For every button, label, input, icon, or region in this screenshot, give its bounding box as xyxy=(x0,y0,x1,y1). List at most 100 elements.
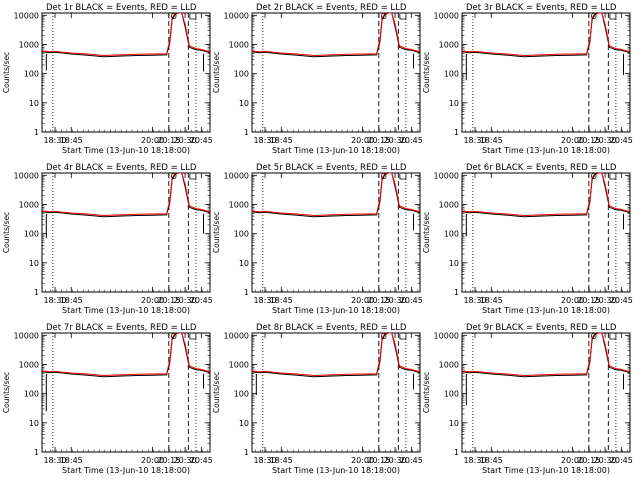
marker-o-label: O xyxy=(171,172,177,181)
plot-frame xyxy=(41,12,211,133)
x-tick-label: 20:00 xyxy=(351,456,374,465)
series-lld xyxy=(42,173,210,217)
panel-det-7: Det 7r BLACK = Events, RED = LLD 1 10 100 10… xyxy=(2,323,213,475)
panel-title: Det 1r BLACK = Events, RED = LLD xyxy=(46,3,197,13)
x-tick-label: 20:30 xyxy=(594,456,617,465)
y-tick-label: 10 xyxy=(29,99,39,108)
marker-o-label: O xyxy=(171,332,177,341)
x-tick-label: 18:45 xyxy=(270,136,293,145)
x-tick-label: 20:45 xyxy=(190,456,213,465)
y-tick-label: 100 xyxy=(234,230,249,239)
panel-det-6: Det 6r BLACK = Events, RED = LLD 1 10 100 10… xyxy=(422,163,633,315)
x-tick-label: 20:30 xyxy=(594,296,617,305)
x-tick-label: 20:30 xyxy=(384,456,407,465)
marker-o-label: O xyxy=(591,12,597,21)
plot-frame xyxy=(461,332,631,453)
panel-det-8: Det 8r BLACK = Events, RED = LLD 1 10 100 10… xyxy=(212,323,423,475)
panel-det-2: Det 2r BLACK = Events, RED = LLD 1 10 100 10… xyxy=(212,3,423,155)
x-tick-label: 18:45 xyxy=(270,296,293,305)
x-tick-label: 18:45 xyxy=(480,296,503,305)
plot-area xyxy=(252,13,420,69)
plot-frame xyxy=(251,172,421,293)
x-axis-label: Start Time (13-Jun-10 18:18:00) xyxy=(62,466,190,475)
x-tick-label: 20:30 xyxy=(174,456,197,465)
y-axis-label: Counts/sec xyxy=(212,52,221,93)
y-tick-label: 10 xyxy=(449,419,459,428)
plot-area xyxy=(42,13,210,72)
series-events xyxy=(42,13,210,58)
x-axis-label: Start Time (13-Jun-10 18:18:00) xyxy=(272,306,400,315)
x-tick-label: 20:45 xyxy=(190,296,213,305)
y-axis-label: Counts/sec xyxy=(2,372,11,413)
x-tick-label: 20:00 xyxy=(141,136,164,145)
x-tick-label: 20:00 xyxy=(561,456,584,465)
plot-area xyxy=(42,173,210,239)
x-axis-label: Start Time (13-Jun-10 18:18:00) xyxy=(272,466,400,475)
series-lld xyxy=(252,13,420,57)
panel-title: Det 5r BLACK = Events, RED = LLD xyxy=(256,163,407,173)
y-tick-label: 1 xyxy=(34,288,39,297)
y-tick-label: 10 xyxy=(449,259,459,268)
y-axis-label: Counts/sec xyxy=(212,372,221,413)
y-tick-label: 10000 xyxy=(434,331,459,340)
y-axis-label: Counts/sec xyxy=(422,212,431,253)
y-tick-label: 10 xyxy=(239,99,249,108)
panel-det-5: Det 5r BLACK = Events, RED = LLD 1 10 100 10… xyxy=(212,163,423,315)
y-tick-label: 100 xyxy=(444,390,459,399)
series-events xyxy=(252,173,420,218)
y-tick-label: 100 xyxy=(234,70,249,79)
panel-title: Det 9r BLACK = Events, RED = LLD xyxy=(466,323,617,333)
x-axis-label: Start Time (13-Jun-10 18:18:00) xyxy=(62,146,190,155)
x-tick-label: 20:15 xyxy=(577,296,600,305)
x-tick-label: 20:00 xyxy=(561,296,584,305)
plot-frame xyxy=(41,332,211,453)
y-tick-label: 1 xyxy=(34,128,39,137)
y-tick-label: 10000 xyxy=(224,171,249,180)
plot-area xyxy=(462,173,630,237)
x-tick-label: 18:30 xyxy=(253,296,276,305)
x-tick-label: 20:15 xyxy=(367,136,390,145)
x-tick-label: 18:30 xyxy=(43,456,66,465)
x-tick-label: 20:45 xyxy=(400,456,423,465)
x-tick-label: 18:45 xyxy=(270,456,293,465)
x-tick-label: 18:45 xyxy=(480,136,503,145)
y-tick-label: 1000 xyxy=(439,360,459,369)
panel-det-3: Det 3r BLACK = Events, RED = LLD 1 10 100 10… xyxy=(422,3,633,155)
y-tick-label: 1000 xyxy=(229,40,249,49)
y-tick-label: 1 xyxy=(454,288,459,297)
x-tick-label: 18:45 xyxy=(60,136,83,145)
x-tick-label: 18:30 xyxy=(463,456,486,465)
y-tick-label: 1 xyxy=(34,448,39,457)
series-lld xyxy=(252,333,420,377)
plot-area xyxy=(462,333,630,406)
marker-o-label: O xyxy=(171,12,177,21)
y-tick-label: 10 xyxy=(239,419,249,428)
square-marker xyxy=(609,14,617,20)
y-tick-label: 10 xyxy=(239,259,249,268)
panel-title: Det 3r BLACK = Events, RED = LLD xyxy=(466,3,617,13)
series-lld xyxy=(42,333,210,377)
x-tick-label: 20:30 xyxy=(174,136,197,145)
y-axis-label: Counts/sec xyxy=(422,52,431,93)
x-tick-label: 20:30 xyxy=(384,136,407,145)
series-lld xyxy=(42,13,210,57)
panel-title: Det 6r BLACK = Events, RED = LLD xyxy=(466,163,617,173)
square-marker xyxy=(609,334,617,340)
y-axis-label: Counts/sec xyxy=(2,52,11,93)
x-tick-label: 20:15 xyxy=(577,456,600,465)
panel-det-1: Det 1r BLACK = Events, RED = LLD 1 10 100 10… xyxy=(2,3,213,155)
y-tick-label: 1 xyxy=(244,128,249,137)
panel-det-9: Det 9r BLACK = Events, RED = LLD 1 10 100 10… xyxy=(422,323,633,475)
square-marker xyxy=(399,174,407,180)
y-tick-label: 1 xyxy=(244,448,249,457)
y-tick-label: 1 xyxy=(454,128,459,137)
x-tick-label: 20:30 xyxy=(174,296,197,305)
y-tick-label: 10000 xyxy=(14,11,39,20)
panel-title: Det 4r BLACK = Events, RED = LLD xyxy=(46,163,197,173)
square-marker xyxy=(399,14,407,20)
x-tick-label: 20:45 xyxy=(610,296,633,305)
plot-frame xyxy=(461,172,631,293)
series-events xyxy=(462,173,630,218)
marker-o-label: O xyxy=(591,172,597,181)
